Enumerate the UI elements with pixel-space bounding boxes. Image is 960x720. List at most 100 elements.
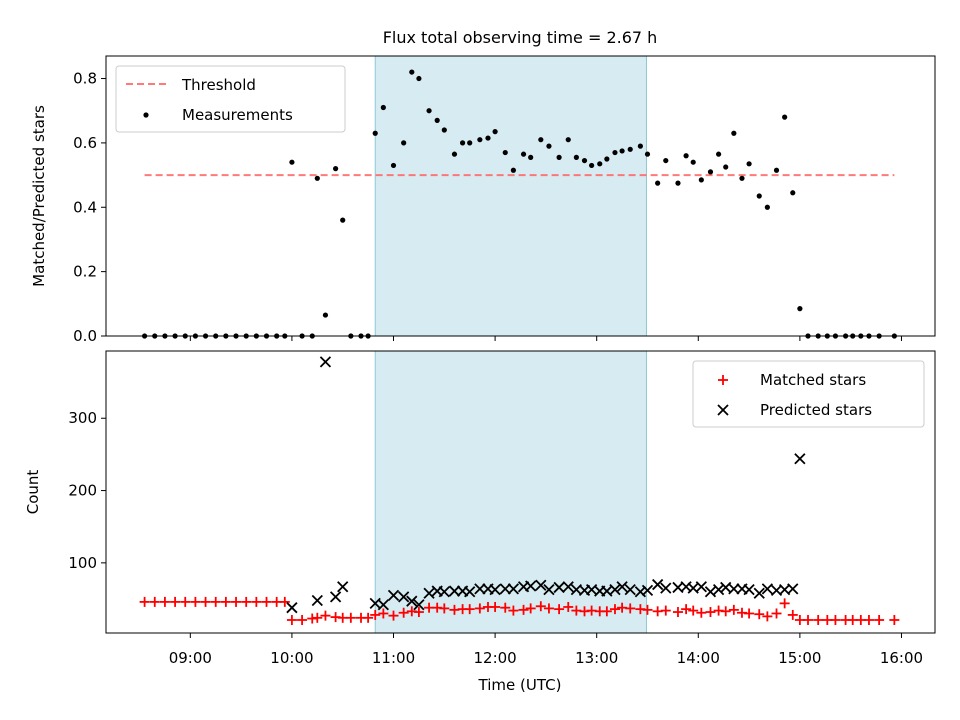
measurement-point: [426, 108, 432, 114]
top-x-ticks: [189, 336, 902, 341]
matched-star-point: [874, 614, 885, 625]
predicted-star-point: [562, 581, 574, 593]
predicted-star-point: [652, 578, 664, 591]
matched-star-point: [728, 604, 739, 615]
measurement-point: [773, 167, 780, 173]
measurement-point: [401, 140, 407, 146]
x-tick-label: 09:00: [169, 649, 212, 667]
predicted-star-point: [406, 595, 418, 607]
measurement-point: [675, 180, 681, 186]
matched-star-point: [813, 614, 824, 625]
predicted-star-point: [525, 580, 537, 592]
predicted-star-point: [438, 586, 450, 598]
predicted-star-point: [616, 581, 628, 593]
measurement-point: [637, 143, 643, 149]
measurement-point: [556, 154, 562, 160]
matched-star-point: [320, 610, 331, 621]
measurement-point: [663, 157, 669, 164]
matched-star-point: [830, 614, 841, 625]
matched-star-point: [744, 608, 755, 619]
x-tick-label: 12:00: [473, 649, 516, 667]
predicted-stars-points: [286, 356, 806, 614]
measurement-point: [538, 137, 544, 143]
measurement-point: [619, 148, 625, 154]
matched-star-point: [279, 596, 290, 607]
measurement-point: [731, 130, 737, 136]
matched-star-point: [464, 604, 475, 615]
matched-star-point: [297, 614, 308, 625]
predicted-star-point: [337, 581, 349, 593]
measurement-point: [716, 151, 722, 157]
measurement-point: [289, 159, 295, 165]
legend-threshold-label: Threshold: [181, 76, 256, 94]
legend-matched-swatch: [718, 375, 728, 385]
observing-span-top: [374, 55, 647, 337]
matched-star-point: [535, 601, 546, 612]
matched-star-point: [688, 605, 699, 616]
measurement-point: [573, 154, 579, 160]
matched-star-point: [696, 607, 707, 618]
legend-predicted-label: Predicted stars: [760, 401, 872, 419]
predicted-star-point: [377, 599, 389, 611]
measurement-point: [333, 166, 339, 172]
measurement-point: [589, 162, 595, 169]
measurement-point: [434, 117, 440, 123]
measurement-point: [707, 169, 714, 175]
predicted-star-point: [499, 583, 511, 595]
matched-star-point: [518, 604, 529, 615]
predicted-star-point: [660, 582, 672, 594]
y-tick-label: 0.6: [73, 134, 97, 152]
predicted-star-point: [311, 594, 323, 607]
matched-star-point: [190, 596, 201, 607]
measurement-point: [502, 149, 508, 156]
top-legend: Threshold Measurements: [115, 65, 346, 133]
matched-star-point: [554, 604, 565, 615]
matched-star-point: [500, 602, 511, 613]
predicted-star-point: [319, 356, 332, 368]
matched-star-point: [180, 596, 191, 607]
measurement-point: [782, 114, 788, 120]
measurement-point: [746, 161, 752, 167]
measurement-point: [698, 177, 704, 183]
bottom-x-ticks: 09:00 10:00 11:00 12:00 13:00 14:00 15:00 16:00: [169, 633, 923, 667]
predicted-star-point: [704, 586, 717, 598]
measurement-point: [756, 193, 762, 199]
bottom-legend: Matched stars Predicted stars: [692, 360, 925, 428]
predicted-star-point: [553, 581, 565, 594]
x-tick-label: 11:00: [372, 649, 415, 667]
matched-star-point: [681, 604, 692, 615]
legend-measurements-swatch: [143, 112, 149, 118]
measurement-point: [314, 175, 320, 181]
matched-star-point: [261, 596, 272, 607]
top-axes-frame: [105, 55, 936, 337]
matched-star-point: [754, 609, 765, 620]
matched-star-point: [312, 612, 323, 623]
matched-star-point: [159, 596, 170, 607]
predicted-star-point: [641, 584, 654, 596]
measurement-point: [797, 306, 803, 312]
measurement-point: [322, 312, 329, 318]
x-tick-label: 10:00: [270, 649, 313, 667]
measurement-point: [372, 130, 378, 136]
predicted-star-point: [761, 583, 774, 595]
y-tick-label: 200: [68, 482, 97, 500]
matched-star-point: [779, 598, 790, 609]
matched-star-point: [601, 606, 612, 617]
y-tick-label: 100: [68, 554, 97, 572]
measurement-point: [565, 137, 571, 143]
measurement-point: [644, 151, 651, 157]
measurement-point: [597, 161, 603, 167]
predicted-star-point: [794, 453, 806, 465]
matched-star-point: [251, 596, 262, 607]
matched-star-point: [720, 606, 731, 617]
predicted-star-point: [695, 581, 707, 593]
matched-star-point: [286, 614, 297, 625]
matched-star-point: [705, 607, 716, 618]
predicted-star-point: [507, 583, 520, 595]
matched-star-point: [231, 596, 242, 607]
matched-star-point: [474, 603, 485, 614]
matched-star-point: [803, 614, 814, 625]
matched-star-point: [508, 605, 519, 616]
matched-star-point: [139, 596, 150, 607]
